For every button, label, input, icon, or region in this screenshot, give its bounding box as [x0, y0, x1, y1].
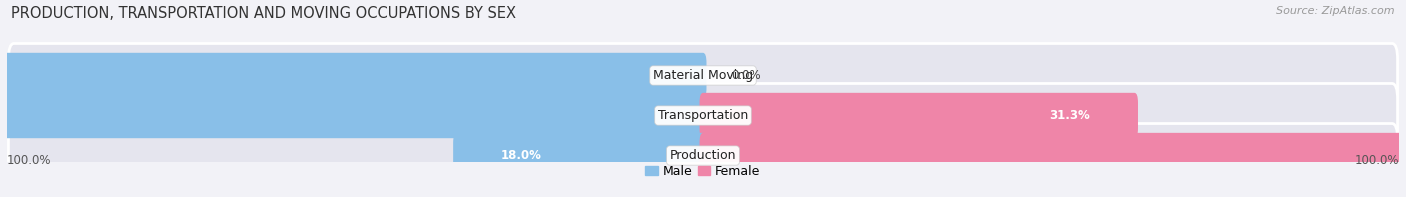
FancyBboxPatch shape: [0, 53, 706, 98]
FancyBboxPatch shape: [453, 133, 706, 178]
Text: 18.0%: 18.0%: [501, 149, 543, 162]
Text: Transportation: Transportation: [658, 109, 748, 122]
FancyBboxPatch shape: [0, 93, 706, 138]
Text: 31.3%: 31.3%: [1049, 109, 1090, 122]
Text: Source: ZipAtlas.com: Source: ZipAtlas.com: [1277, 6, 1395, 16]
Text: 0.0%: 0.0%: [731, 69, 761, 82]
Text: 100.0%: 100.0%: [7, 154, 52, 167]
Text: 100.0%: 100.0%: [1354, 154, 1399, 167]
Legend: Male, Female: Male, Female: [641, 160, 765, 183]
FancyBboxPatch shape: [8, 44, 1398, 108]
Text: Material Moving: Material Moving: [652, 69, 754, 82]
FancyBboxPatch shape: [8, 124, 1398, 188]
Text: Production: Production: [669, 149, 737, 162]
FancyBboxPatch shape: [700, 93, 1137, 138]
FancyBboxPatch shape: [700, 133, 1406, 178]
FancyBboxPatch shape: [8, 84, 1398, 148]
Text: PRODUCTION, TRANSPORTATION AND MOVING OCCUPATIONS BY SEX: PRODUCTION, TRANSPORTATION AND MOVING OC…: [11, 6, 516, 21]
